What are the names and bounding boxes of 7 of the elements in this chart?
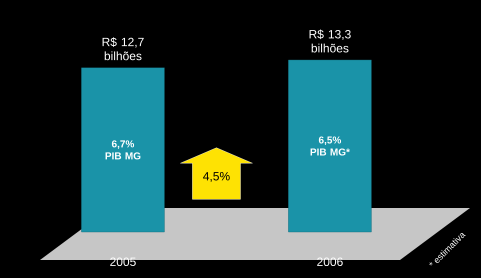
annotation: 4,5%	[203, 172, 230, 182]
x-tick-label: 2006	[317, 258, 343, 266]
annotation: 6,5% PIB MG*	[310, 136, 350, 156]
data-label: R$ 12,7 bilhões	[102, 37, 144, 60]
x-tick-label: 2005	[110, 258, 136, 266]
annotation: 6,7% PIB MG	[106, 140, 140, 160]
data-label: R$ 13,3 bilhões	[310, 29, 351, 52]
